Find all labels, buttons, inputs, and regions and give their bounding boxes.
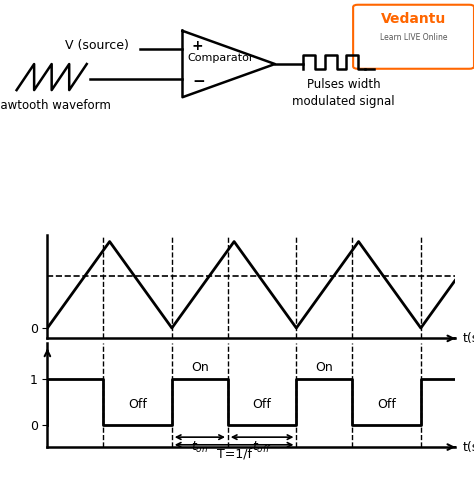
FancyBboxPatch shape <box>353 5 474 69</box>
Text: Off: Off <box>377 398 396 411</box>
Text: +: + <box>192 39 204 53</box>
Text: On: On <box>316 361 333 374</box>
Text: T=1/f: T=1/f <box>217 447 252 460</box>
Text: Sawtooth waveform: Sawtooth waveform <box>0 99 111 112</box>
Text: Off: Off <box>128 398 147 411</box>
Text: Off: Off <box>253 398 272 411</box>
Text: $t_{on}$: $t_{on}$ <box>191 439 209 454</box>
Text: Pulses width
modulated signal: Pulses width modulated signal <box>292 78 395 108</box>
Text: On: On <box>191 361 209 374</box>
Text: −: − <box>192 74 205 89</box>
Text: t(s): t(s) <box>463 441 474 453</box>
Text: t(s): t(s) <box>463 332 474 345</box>
Text: $t_{off}$: $t_{off}$ <box>252 439 272 454</box>
Text: Vedantu: Vedantu <box>381 12 446 26</box>
Text: V (source): V (source) <box>65 39 129 51</box>
Text: Comparator: Comparator <box>187 53 254 63</box>
Text: Learn LIVE Online: Learn LIVE Online <box>380 33 447 42</box>
